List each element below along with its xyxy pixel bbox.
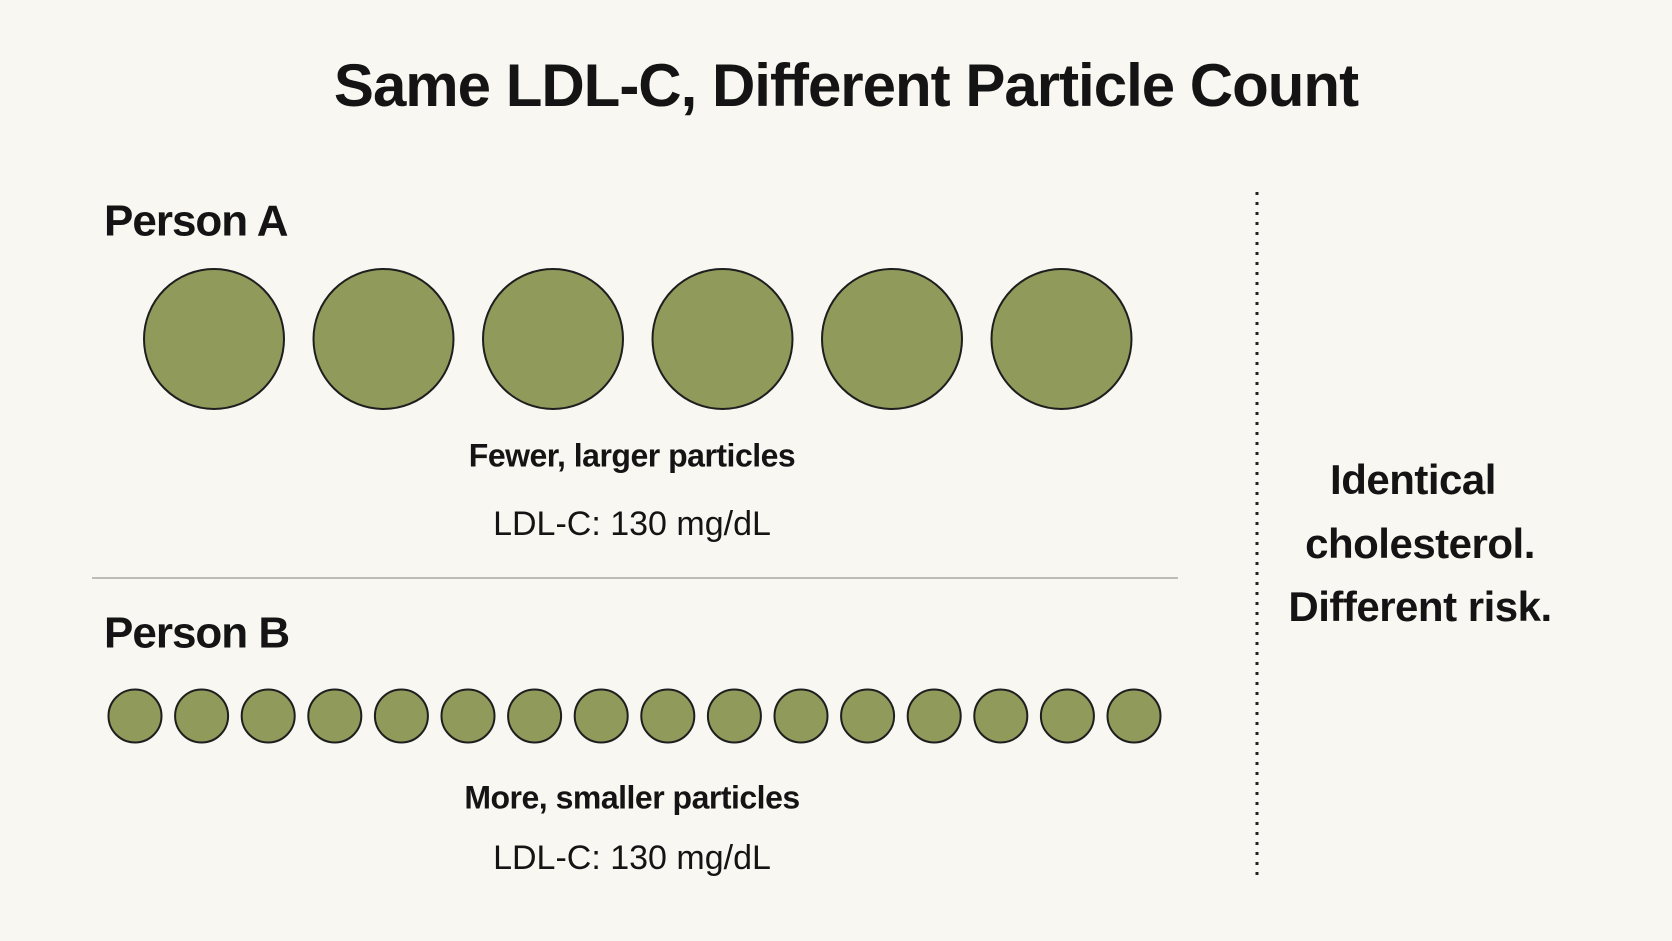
particle — [174, 688, 230, 744]
particle — [973, 688, 1029, 744]
particle — [706, 688, 762, 744]
particle — [773, 688, 829, 744]
particle — [373, 688, 429, 744]
particle — [640, 688, 696, 744]
person-label: Person A — [104, 197, 288, 246]
particle — [906, 688, 962, 744]
particle — [307, 688, 363, 744]
large-particles — [143, 268, 1133, 410]
particle — [651, 268, 794, 410]
particle — [821, 268, 963, 410]
ldl-value: LDL-C: 130 mg/dL — [493, 839, 771, 877]
ldl-value: LDL-C: 130 mg/dL — [493, 505, 771, 543]
particle — [143, 268, 285, 410]
side-note: cholesterol. — [1305, 520, 1535, 567]
particle — [312, 268, 455, 410]
particle — [990, 268, 1133, 410]
person-label: Person B — [104, 609, 289, 658]
side-note: Identical — [1330, 456, 1496, 503]
title: Same LDL-C, Different Particle Count — [334, 52, 1359, 119]
particle — [507, 688, 563, 744]
particle — [240, 688, 296, 744]
small-particles — [107, 688, 1162, 744]
particle — [840, 688, 896, 744]
particle — [482, 268, 624, 410]
particle — [1039, 688, 1095, 744]
caption: Fewer, larger particles — [469, 437, 795, 473]
particle — [107, 688, 163, 744]
caption: More, smaller particles — [464, 779, 799, 815]
particle — [1106, 688, 1162, 744]
particle — [440, 688, 496, 744]
particle — [573, 688, 629, 744]
side-note: Different risk. — [1288, 583, 1551, 630]
